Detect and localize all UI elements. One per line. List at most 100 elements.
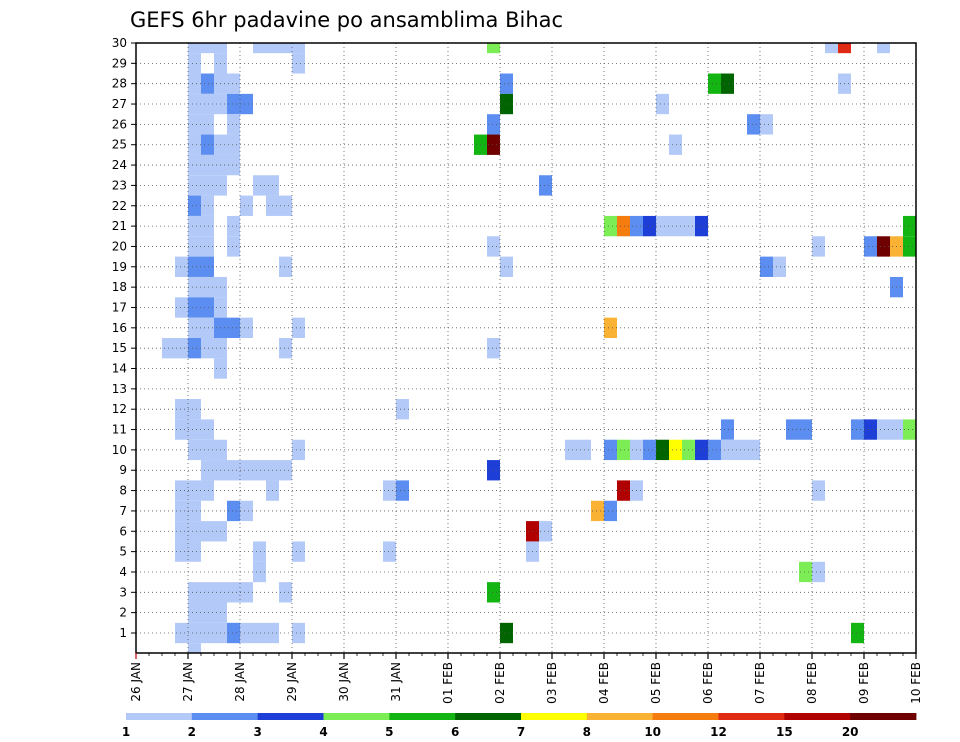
heatmap-cell [695, 215, 708, 237]
heatmap-cell [201, 256, 214, 277]
x-tick-label: 04 FEB [597, 662, 611, 704]
heatmap-cell [812, 561, 825, 583]
heatmap-cell [838, 43, 851, 54]
y-tick-label: 11 [112, 423, 127, 437]
colorbar-tick-label: 3 [253, 725, 261, 739]
y-tick-label: 6 [119, 524, 127, 538]
y-tick-label: 17 [112, 300, 127, 314]
heatmap-cell [240, 195, 253, 216]
heatmap-cell [188, 541, 201, 562]
heatmap-cell [175, 622, 188, 644]
heatmap-cell [851, 419, 864, 440]
colorbar-swatch [257, 713, 324, 720]
heatmap-cell [201, 317, 214, 338]
heatmap-cell [292, 317, 305, 338]
heatmap-cell [760, 256, 773, 277]
heatmap-cell [227, 73, 240, 94]
heatmap-cell [643, 215, 656, 237]
heatmap-cell [227, 236, 240, 257]
heatmap-cell [240, 582, 253, 603]
y-tick-label: 10 [112, 443, 127, 457]
y-tick-label: 7 [119, 504, 127, 518]
y-tick-label: 29 [112, 56, 127, 70]
heatmap-cell [188, 521, 201, 542]
heatmap-cell [227, 317, 240, 338]
heatmap-cell [201, 297, 214, 318]
colorbar-tick-label: 4 [319, 725, 327, 739]
y-tick-label: 13 [112, 382, 127, 396]
heatmap-cell [201, 480, 214, 501]
heatmap-cell [188, 53, 201, 74]
heatmap-cell [188, 602, 201, 623]
heatmap-cell [201, 602, 214, 623]
heatmap-cell [279, 460, 292, 481]
heatmap-cell [396, 480, 409, 501]
heatmap-cell [201, 93, 214, 115]
y-tick-label: 3 [119, 585, 127, 599]
heatmap-cell [604, 439, 617, 461]
y-tick-label: 30 [112, 36, 127, 50]
heatmap-cell [188, 622, 201, 644]
heatmap-cell [227, 460, 240, 481]
y-tick-label: 19 [112, 260, 127, 274]
colorbar-tick-label: 15 [776, 725, 793, 739]
x-tick-label: 02 FEB [493, 662, 507, 704]
colorbar-swatch [455, 713, 522, 720]
y-tick-label: 16 [112, 321, 127, 335]
colorbar-swatch [718, 713, 785, 720]
colorbar-swatch [323, 713, 390, 720]
x-tick-label: 07 FEB [753, 662, 767, 704]
heatmap-cell [487, 134, 500, 155]
heatmap-cell [253, 561, 266, 583]
heatmap-cell [669, 439, 682, 461]
colorbar-tick-label: 12 [710, 725, 727, 739]
heatmap-cell [279, 256, 292, 277]
y-tick-label: 28 [112, 77, 127, 91]
heatmap-cell [175, 419, 188, 440]
heatmap-cell [188, 215, 201, 237]
heatmap-cell [617, 439, 630, 461]
heatmap-cell [227, 582, 240, 603]
heatmap-cell [201, 622, 214, 644]
chart-title: GEFS 6hr padavine po ansamblima Bihac [130, 8, 563, 32]
heatmap-cell [201, 276, 214, 298]
heatmap-cell [175, 500, 188, 522]
colorbar-tick-label: 7 [517, 725, 525, 739]
x-tick-label: 28 JAN [233, 662, 247, 702]
heatmap-cell [877, 236, 890, 257]
heatmap-cell [617, 215, 630, 237]
heatmap-cell [253, 460, 266, 481]
heatmap-cell [760, 114, 773, 135]
heatmap-cell [201, 521, 214, 542]
heatmap-cell [253, 622, 266, 644]
heatmap-cell [877, 43, 890, 54]
x-tick-label: 05 FEB [649, 662, 663, 704]
heatmap-cell [201, 154, 214, 176]
heatmap-cell [812, 236, 825, 257]
heatmap-cell [253, 43, 266, 54]
heatmap-cell [253, 541, 266, 562]
y-tick-label: 4 [119, 565, 127, 579]
colorbar: 1 2 3 4 5 6 7 8 10 12 15 20 [122, 713, 917, 739]
heatmap-cell [747, 439, 760, 461]
heatmap-cell [201, 215, 214, 237]
colorbar-swatch [521, 713, 588, 720]
colorbar-swatch [126, 713, 193, 720]
heatmap-cell [903, 419, 916, 440]
heatmap-cell [240, 460, 253, 481]
heatmap-cell [188, 480, 201, 501]
heatmap-cell [188, 297, 201, 318]
heatmap-cell [708, 439, 721, 461]
heatmap-cell [643, 439, 656, 461]
colorbar-tick-label: 8 [583, 725, 591, 739]
heatmap-cell [201, 439, 214, 461]
colorbar-tick-label: 5 [385, 725, 393, 739]
colorbar-swatch [389, 713, 456, 720]
heatmap-cell [240, 622, 253, 644]
heatmap-cell [591, 500, 604, 522]
heatmap-cell [279, 338, 292, 359]
heatmap-cell [877, 419, 890, 440]
heatmap-cell [188, 643, 201, 653]
